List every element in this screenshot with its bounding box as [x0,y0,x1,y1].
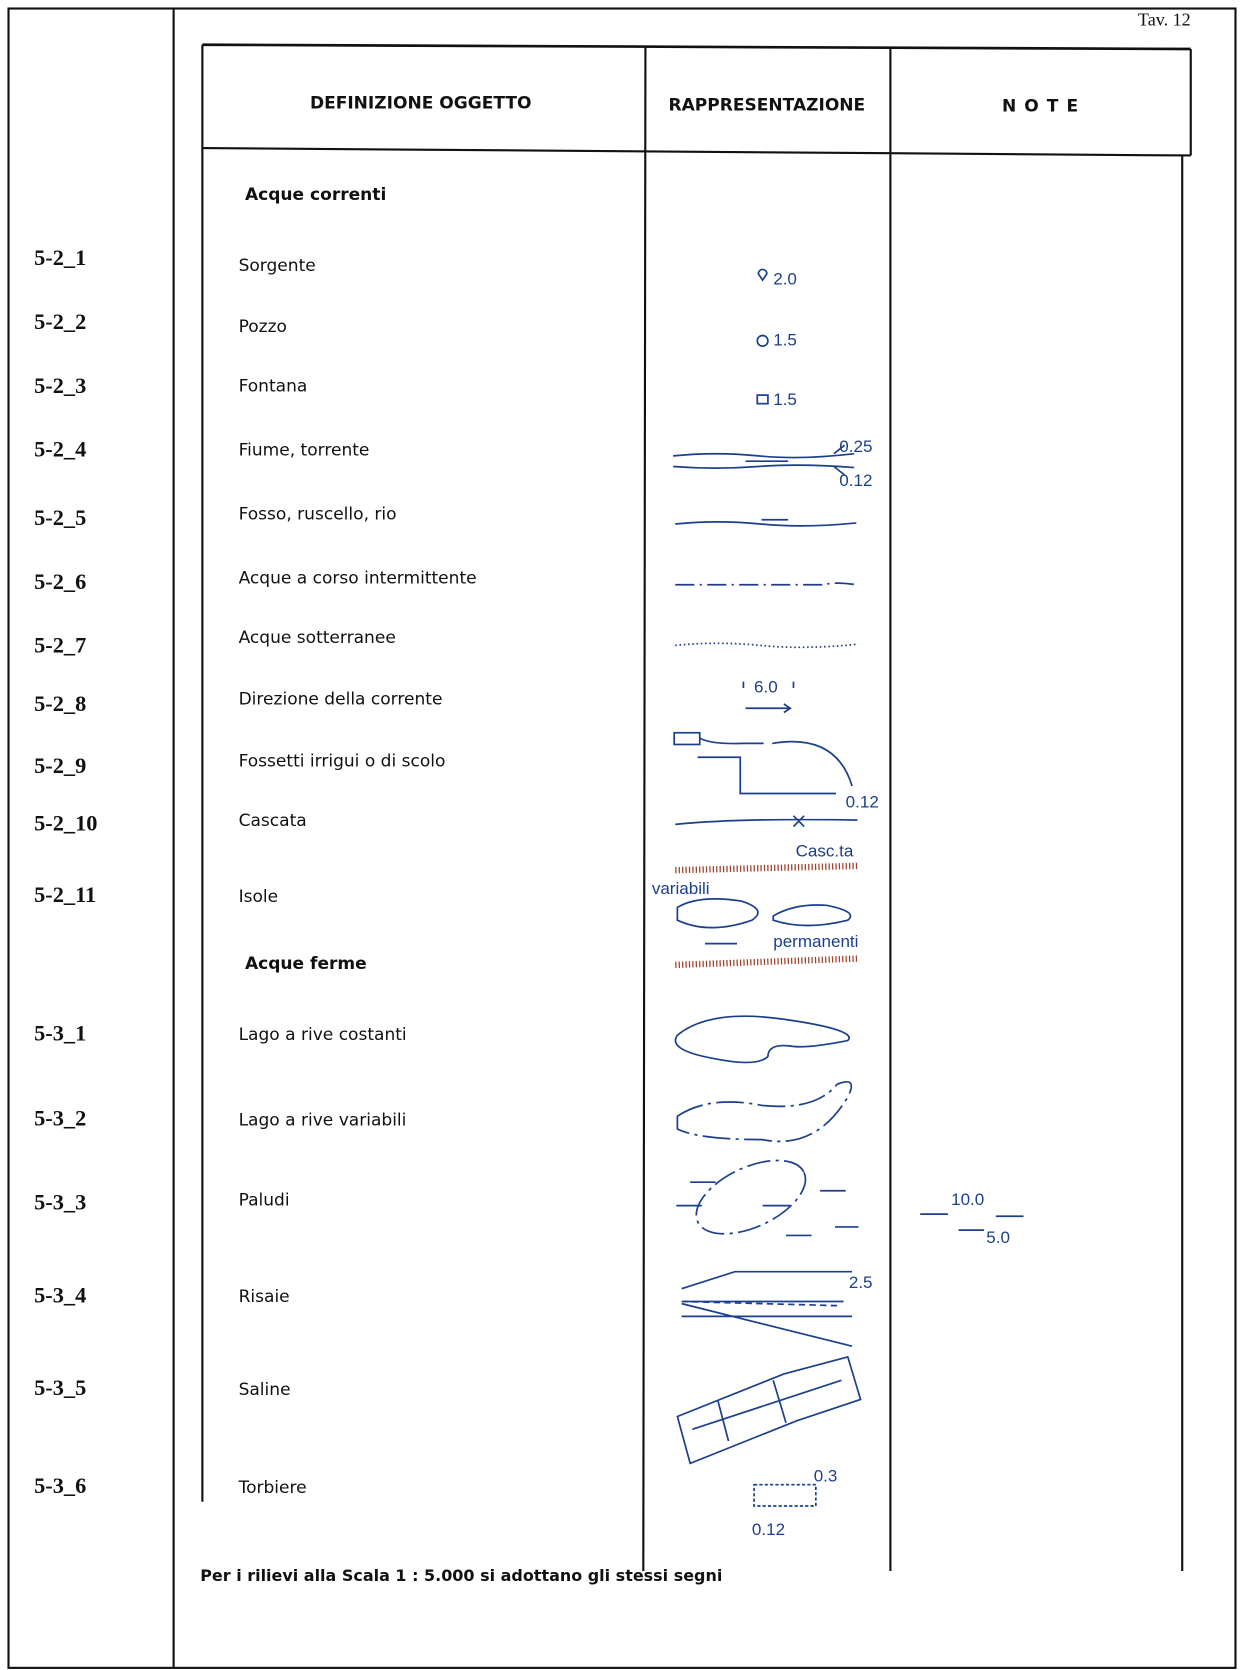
row-label: Fiume, torrente [239,441,370,461]
frame [7,7,1237,1669]
row-code: 5-2_5 [34,505,86,530]
row-label: Saline [239,1380,291,1400]
header: RAPPRESENTAZIONE [668,95,865,115]
row-code: 5-2_6 [34,569,86,594]
symbols [673,268,1024,1507]
row-code: 5-2_4 [34,437,86,462]
row-label: Lago a rive variabili [239,1110,407,1130]
row-code: 5-3_6 [34,1473,86,1498]
row-code: 5-3_2 [34,1106,86,1131]
row-label: Direzione della corrente [239,690,443,710]
symbol-text: variabili [652,879,710,898]
symbol-text: 0.25 [839,437,872,456]
row-label: Fossetti irrigui o di scolo [239,752,446,772]
row-code: 5-2_2 [34,309,86,334]
symbol-text: Casc.ta [796,842,854,861]
row-label: Paludi [239,1190,290,1210]
table-top [202,43,1191,51]
footnote: Per i rilievi alla Scala 1 : 5.000 si ad… [200,1566,722,1585]
note-text: 5.0 [986,1228,1010,1247]
row-code: 5-2_7 [34,633,86,658]
row-label: Risaie [239,1287,290,1307]
row-code: 5-2_11 [34,882,96,907]
row-label: Torbiere [238,1478,307,1498]
row-code: 5-2_1 [34,245,86,270]
symbol-text: 0.12 [839,471,872,490]
symbol-text: 1.5 [773,330,797,349]
row-code: 5-3_5 [34,1375,86,1400]
row-code: 5-3_1 [34,1020,86,1045]
symbol-text: 0.3 [814,1467,838,1486]
row-label: Pozzo [239,317,287,337]
row-label: Fosso, ruscello, rio [239,504,397,524]
symbol-text: 6.0 [754,678,778,697]
row-label: Sorgente [239,256,316,276]
section-title: Acque correnti [245,185,386,205]
row-label: Cascata [239,811,307,831]
row-label: Acque a corso intermittente [239,568,477,588]
col-line [642,46,647,1571]
row-label: Lago a rive costanti [239,1025,407,1045]
header: N O T E [1002,97,1079,117]
symbol-text: 0.12 [752,1520,785,1539]
page-label: Tav. 12 [1138,9,1191,29]
row-code: 5-2_10 [34,811,97,836]
row-code: 5-3_3 [34,1190,86,1215]
note-text: 10.0 [951,1190,984,1209]
row-code: 5-2_9 [34,753,86,778]
row-code: 5-2_3 [34,373,86,398]
symbol-text: 0.12 [846,793,879,812]
header-rule [202,146,1191,157]
row-label: Acque sotterranee [239,628,396,648]
row-label: Fontana [239,377,308,397]
symbol-text: permanenti [773,932,858,951]
row-code: 5-2_8 [34,691,86,716]
symbol-text: 2.5 [849,1273,873,1292]
header: DEFINIZIONE OGGETTO [310,93,532,113]
section-title: Acque ferme [245,954,367,974]
symbol-text: 2.0 [773,270,797,289]
symbol-text: 1.5 [773,390,797,409]
row-code: 5-3_4 [34,1282,86,1307]
row-label: Isole [239,887,279,907]
